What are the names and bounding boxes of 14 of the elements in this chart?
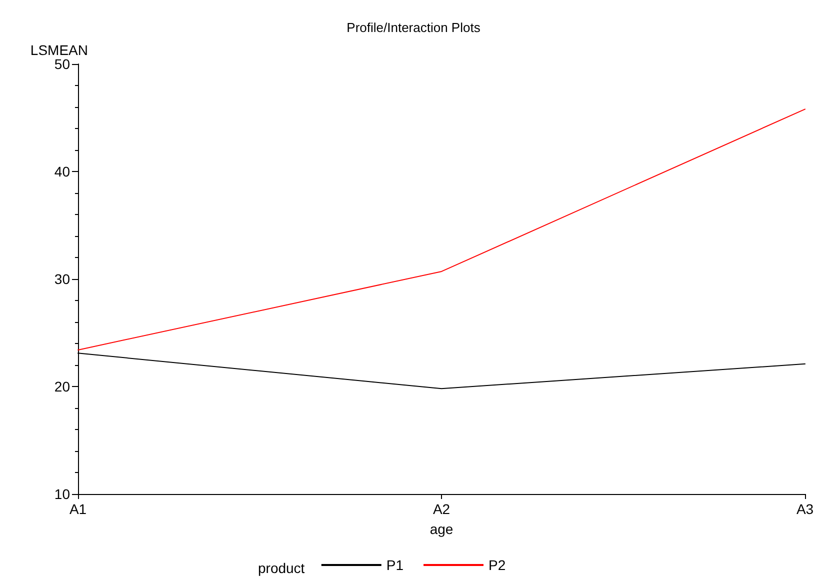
y-tick-label: 50 bbox=[54, 56, 70, 72]
legend-label: P1 bbox=[386, 557, 404, 573]
x-axis-title: age bbox=[430, 521, 454, 537]
y-tick-label: 40 bbox=[54, 164, 70, 180]
y-tick-label: 20 bbox=[54, 378, 70, 394]
y-axis-title: LSMEAN bbox=[30, 42, 88, 58]
x-tick-label: A1 bbox=[69, 501, 87, 517]
x-tick-label: A3 bbox=[796, 501, 814, 517]
y-tick-label: 30 bbox=[54, 271, 70, 287]
legend-label: P2 bbox=[488, 557, 506, 573]
x-tick-label: A2 bbox=[432, 501, 450, 517]
legend-title: product bbox=[258, 560, 305, 576]
y-tick-label: 10 bbox=[54, 486, 70, 502]
chart-title: Profile/Interaction Plots bbox=[346, 20, 481, 35]
